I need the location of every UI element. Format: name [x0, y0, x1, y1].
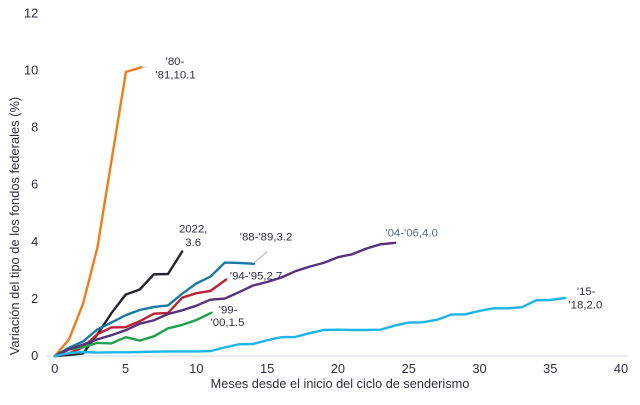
svg-text:'18,2.0: '18,2.0	[568, 299, 602, 311]
svg-text:35: 35	[543, 361, 557, 376]
svg-text:'94-'95,2.7: '94-'95,2.7	[230, 271, 282, 283]
svg-text:'15-: '15-	[577, 286, 596, 298]
svg-text:2022,: 2022,	[179, 224, 208, 236]
svg-text:30: 30	[472, 361, 486, 376]
svg-text:15: 15	[260, 361, 274, 376]
svg-text:6: 6	[31, 177, 38, 192]
svg-text:25: 25	[402, 361, 416, 376]
svg-text:12: 12	[24, 5, 38, 20]
svg-text:2: 2	[31, 291, 38, 306]
svg-text:4: 4	[31, 234, 38, 249]
svg-text:'88-'89,3.2: '88-'89,3.2	[240, 232, 292, 244]
svg-text:Meses desde el inicio del cicl: Meses desde el inicio del ciclo de sende…	[211, 376, 470, 391]
svg-text:40: 40	[614, 361, 628, 376]
svg-text:10: 10	[189, 361, 203, 376]
svg-text:0: 0	[31, 348, 38, 363]
svg-text:Variación del tipo de los fond: Variación del tipo de los fondos federal…	[7, 97, 22, 355]
svg-text:10: 10	[24, 62, 38, 77]
svg-text:20: 20	[331, 361, 345, 376]
svg-text:'99-: '99-	[219, 304, 238, 316]
svg-text:0: 0	[51, 361, 58, 376]
svg-text:'00,1.5: '00,1.5	[211, 317, 245, 329]
svg-text:'80-: '80-	[166, 56, 185, 68]
svg-text:5: 5	[122, 361, 129, 376]
svg-text:3.6: 3.6	[185, 237, 201, 249]
svg-text:'04-'06,4.0: '04-'06,4.0	[385, 228, 437, 240]
svg-text:'81,10.1: '81,10.1	[156, 70, 196, 82]
svg-text:8: 8	[31, 120, 38, 135]
